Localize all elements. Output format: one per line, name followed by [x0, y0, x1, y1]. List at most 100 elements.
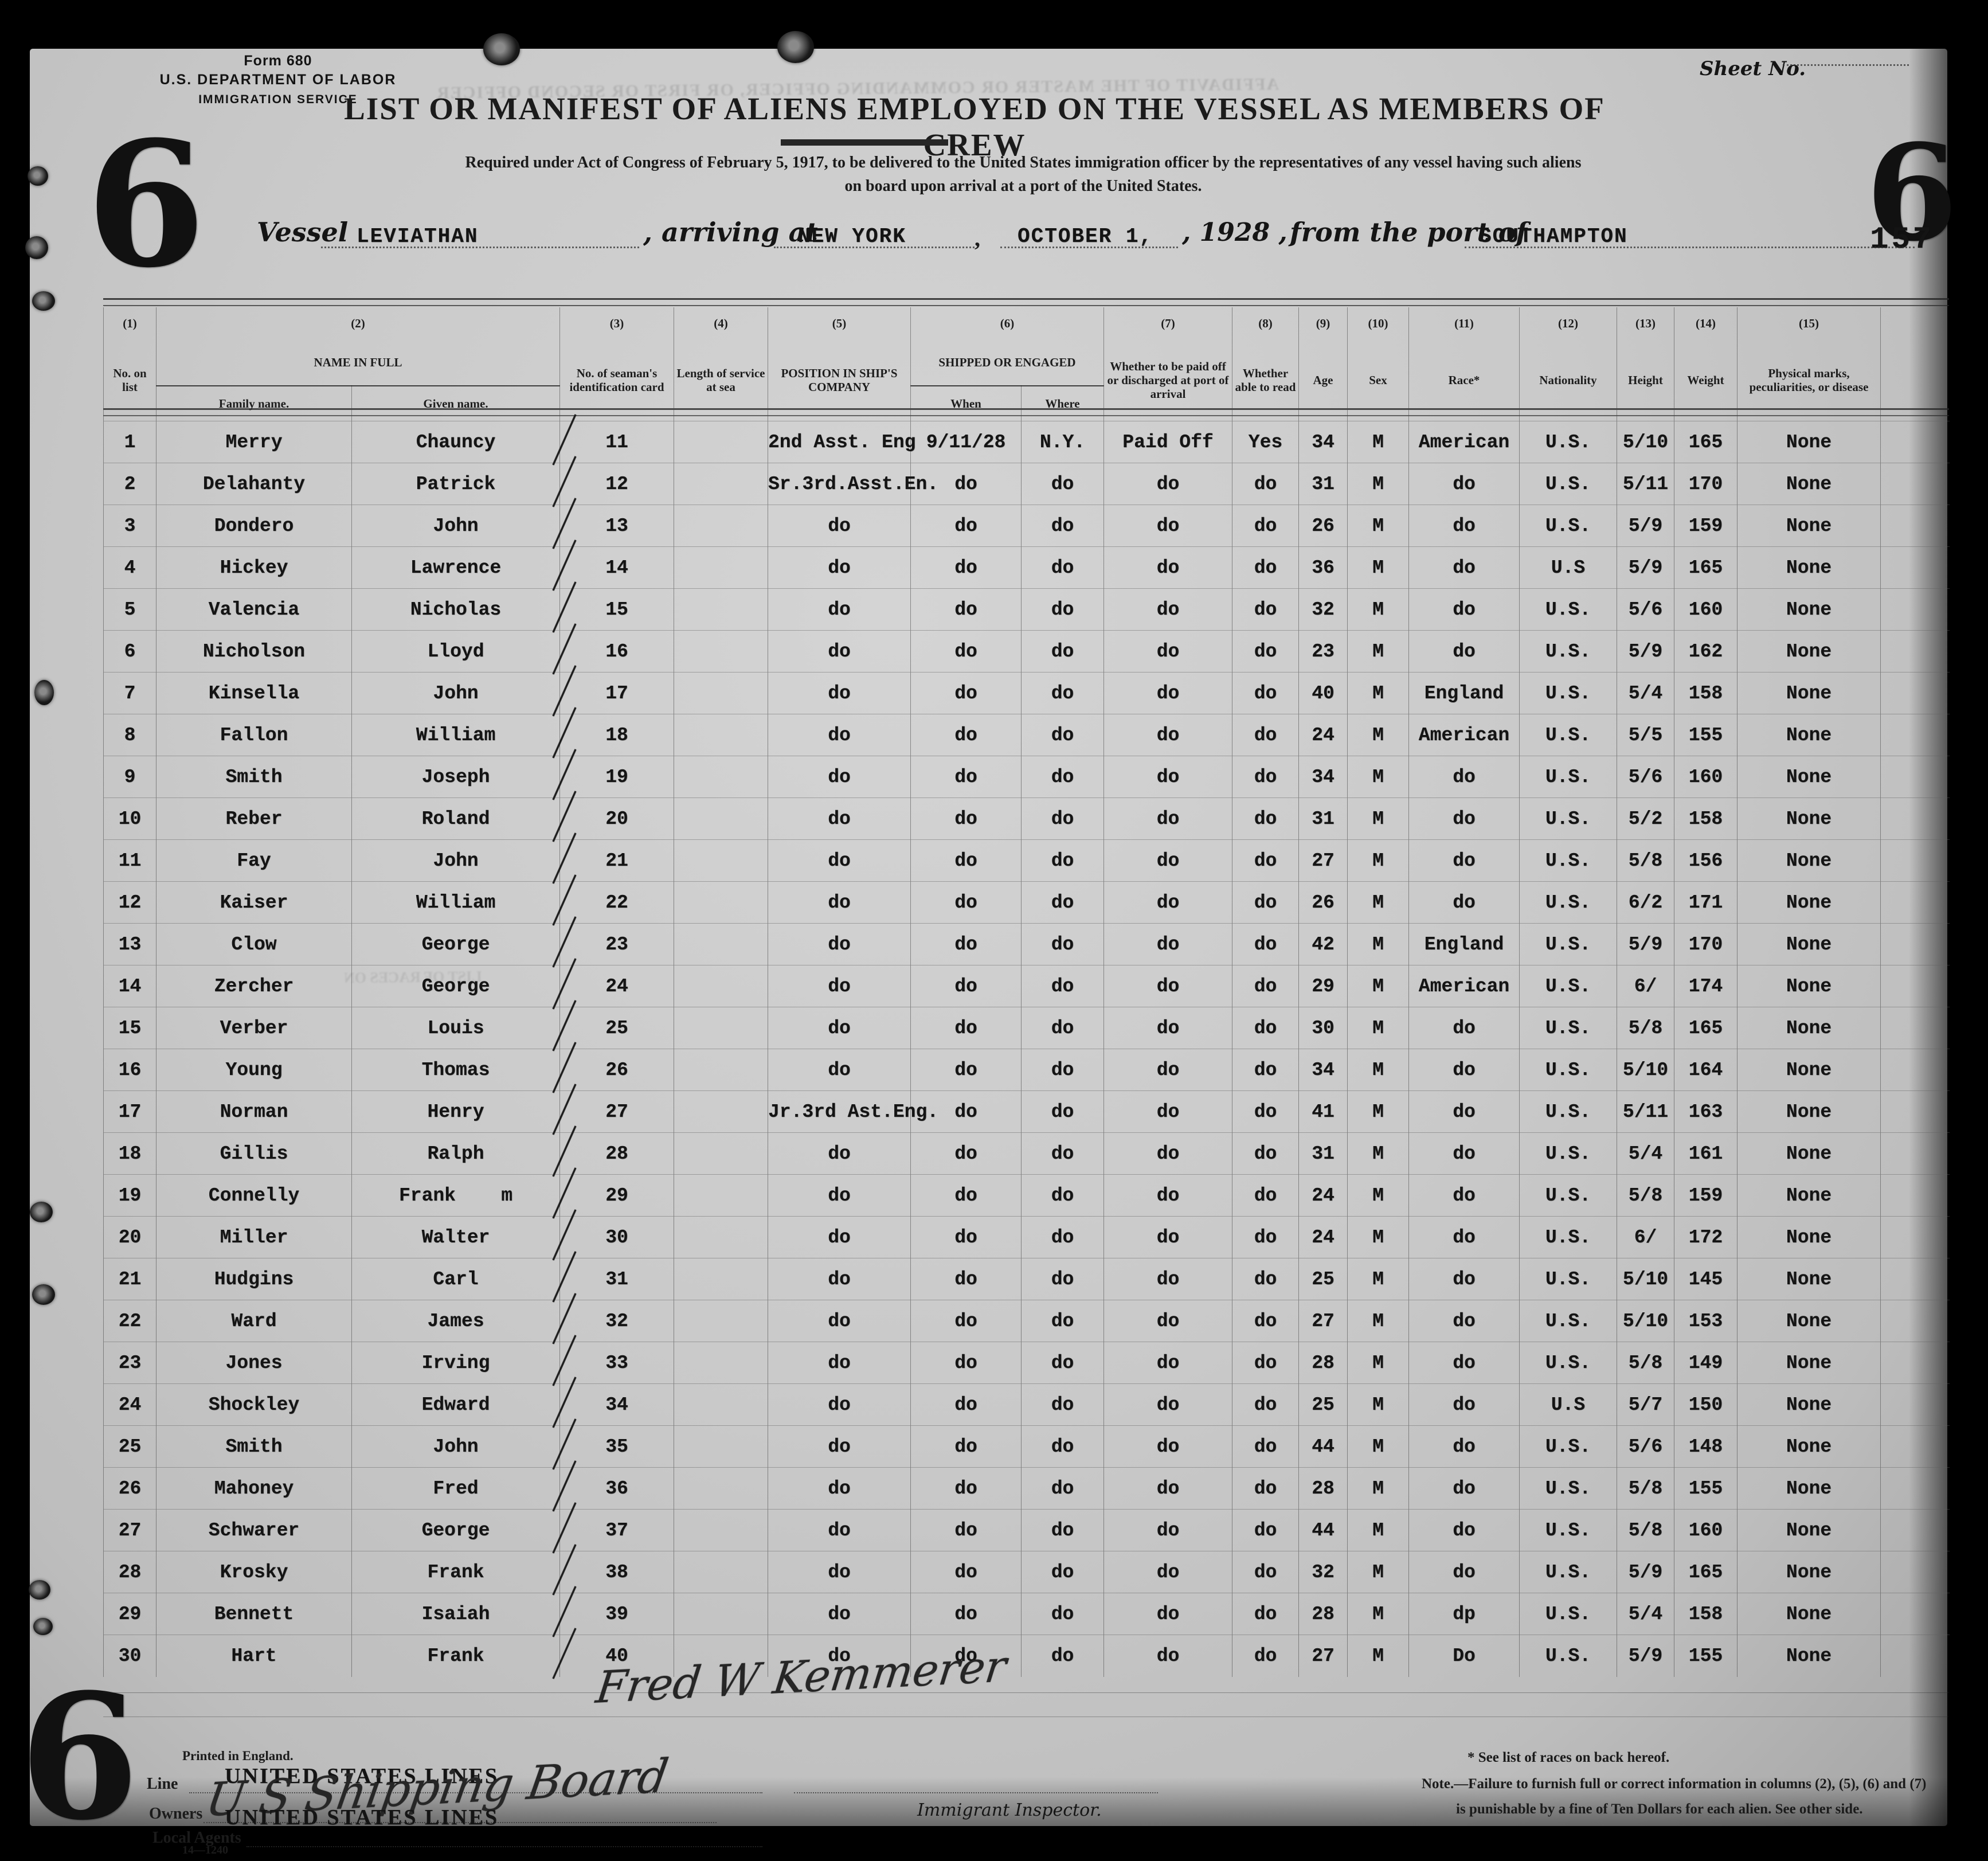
cell-blank	[1880, 505, 1950, 547]
cell-given: Roland	[351, 797, 560, 840]
table-row: 13 Clow George 23 do do do do do 42 M England U.S. 5/…	[103, 916, 1950, 968]
cell-paid: do	[1103, 1593, 1232, 1635]
cell-marks: None	[1737, 630, 1881, 673]
cell-no: 16	[103, 1049, 156, 1091]
cell-height: 5/8	[1617, 1007, 1674, 1049]
cell-nat: U.S.	[1519, 1635, 1617, 1677]
cell-height: 5/10	[1617, 1258, 1674, 1300]
cell-where: do	[1021, 839, 1104, 882]
cell-blank	[1880, 1635, 1950, 1677]
cell-service	[674, 630, 768, 673]
staple-mark-icon	[32, 1284, 55, 1305]
cell-race: England	[1408, 672, 1520, 714]
cell-position: do	[768, 1174, 911, 1217]
cell-when: do	[910, 1049, 1022, 1091]
cell-where: do	[1021, 588, 1104, 631]
races-footnote: * See list of races on back hereof.	[1467, 1750, 1670, 1765]
cell-marks: None	[1737, 923, 1881, 965]
cell-weight: 165	[1674, 1551, 1737, 1593]
cell-age: 27	[1298, 1300, 1348, 1342]
department-name: U.S. DEPARTMENT OF LABOR	[159, 72, 397, 88]
date-line	[1000, 247, 1178, 248]
col-number-blank	[1880, 307, 1950, 339]
cell-age: 24	[1298, 714, 1348, 756]
cell-race: do	[1408, 1007, 1520, 1049]
cell-height: 5/6	[1617, 588, 1674, 631]
cell-read: do	[1232, 1425, 1299, 1468]
cell-height: 5/9	[1617, 1551, 1674, 1593]
cell-sex: M	[1347, 463, 1409, 505]
cell-given: John	[351, 839, 560, 882]
cell-weight: 148	[1674, 1425, 1737, 1468]
cell-read: do	[1232, 588, 1299, 631]
cell-weight: 170	[1674, 463, 1737, 505]
cell-marks: None	[1737, 756, 1881, 798]
cell-paid: do	[1103, 1467, 1232, 1510]
column-number-row: (1) (2) (3) (4) (5) (6) (7) (8) (9) (10)…	[103, 307, 1950, 339]
cell-nat: U.S.	[1519, 881, 1617, 924]
cell-where: do	[1021, 672, 1104, 714]
cell-service	[674, 1551, 768, 1593]
card-number: 20	[605, 808, 628, 830]
cell-card: 15	[552, 581, 674, 633]
cell-family: Valencia	[156, 588, 352, 631]
cell-no: 25	[103, 1425, 156, 1468]
cell-family: Smith	[156, 1425, 352, 1468]
cell-card: 22	[552, 874, 674, 926]
cell-read: do	[1232, 1300, 1299, 1342]
cell-marks: None	[1737, 421, 1881, 463]
cell-sex: M	[1347, 546, 1409, 589]
cell-nat: U.S	[1519, 546, 1617, 589]
cell-when: do	[910, 714, 1022, 756]
cell-paid: do	[1103, 1425, 1232, 1468]
cell-read: do	[1232, 1509, 1299, 1551]
cell-when: do	[910, 1258, 1022, 1300]
cell-position: Sr.3rd.Asst.En.	[768, 463, 938, 505]
cell-when: do	[910, 1132, 1022, 1175]
cell-sex: M	[1347, 923, 1409, 965]
cell-age: 25	[1298, 1258, 1348, 1300]
cell-weight: 158	[1674, 672, 1737, 714]
cell-where: do	[1021, 505, 1104, 547]
cell-where: do	[1021, 756, 1104, 798]
sheet-no-label: Sheet No.	[1700, 57, 1806, 80]
cell-height: 6/	[1617, 1216, 1674, 1258]
cell-weight: 160	[1674, 1509, 1737, 1551]
cell-service	[674, 463, 768, 505]
cell-family: Ward	[156, 1300, 352, 1342]
cell-card: 35	[552, 1418, 674, 1470]
cell-nat: U.S.	[1519, 714, 1617, 756]
card-number: 40	[605, 1645, 628, 1667]
cell-card: 21	[552, 832, 674, 884]
cell-card: 11	[552, 414, 674, 466]
cell-blank	[1880, 1258, 1950, 1300]
cell-position: do	[768, 756, 911, 798]
cell-given: Fred	[351, 1467, 560, 1510]
cell-age: 26	[1298, 505, 1348, 547]
cell-height: 5/10	[1617, 421, 1674, 463]
cell-sex: M	[1347, 505, 1409, 547]
cell-race: do	[1408, 1090, 1520, 1133]
cell-race: do	[1408, 463, 1520, 505]
cell-read: do	[1232, 672, 1299, 714]
header-sex: Sex	[1347, 339, 1409, 421]
cell-marks: None	[1737, 1090, 1881, 1133]
header-where: Where	[1021, 386, 1104, 421]
cell-position: do	[768, 1635, 911, 1677]
cell-no: 23	[103, 1342, 156, 1384]
cell-paid: do	[1103, 1007, 1232, 1049]
cell-no: 30	[103, 1635, 156, 1677]
cell-blank	[1880, 1509, 1950, 1551]
cell-given: George	[351, 1509, 560, 1551]
cell-family: Reber	[156, 797, 352, 840]
cell-sex: M	[1347, 1090, 1409, 1133]
cell-sex: M	[1347, 1216, 1409, 1258]
card-number: 37	[605, 1519, 628, 1541]
cell-age: 32	[1298, 1551, 1348, 1593]
cell-marks: None	[1737, 588, 1881, 631]
cell-given: John	[351, 505, 560, 547]
